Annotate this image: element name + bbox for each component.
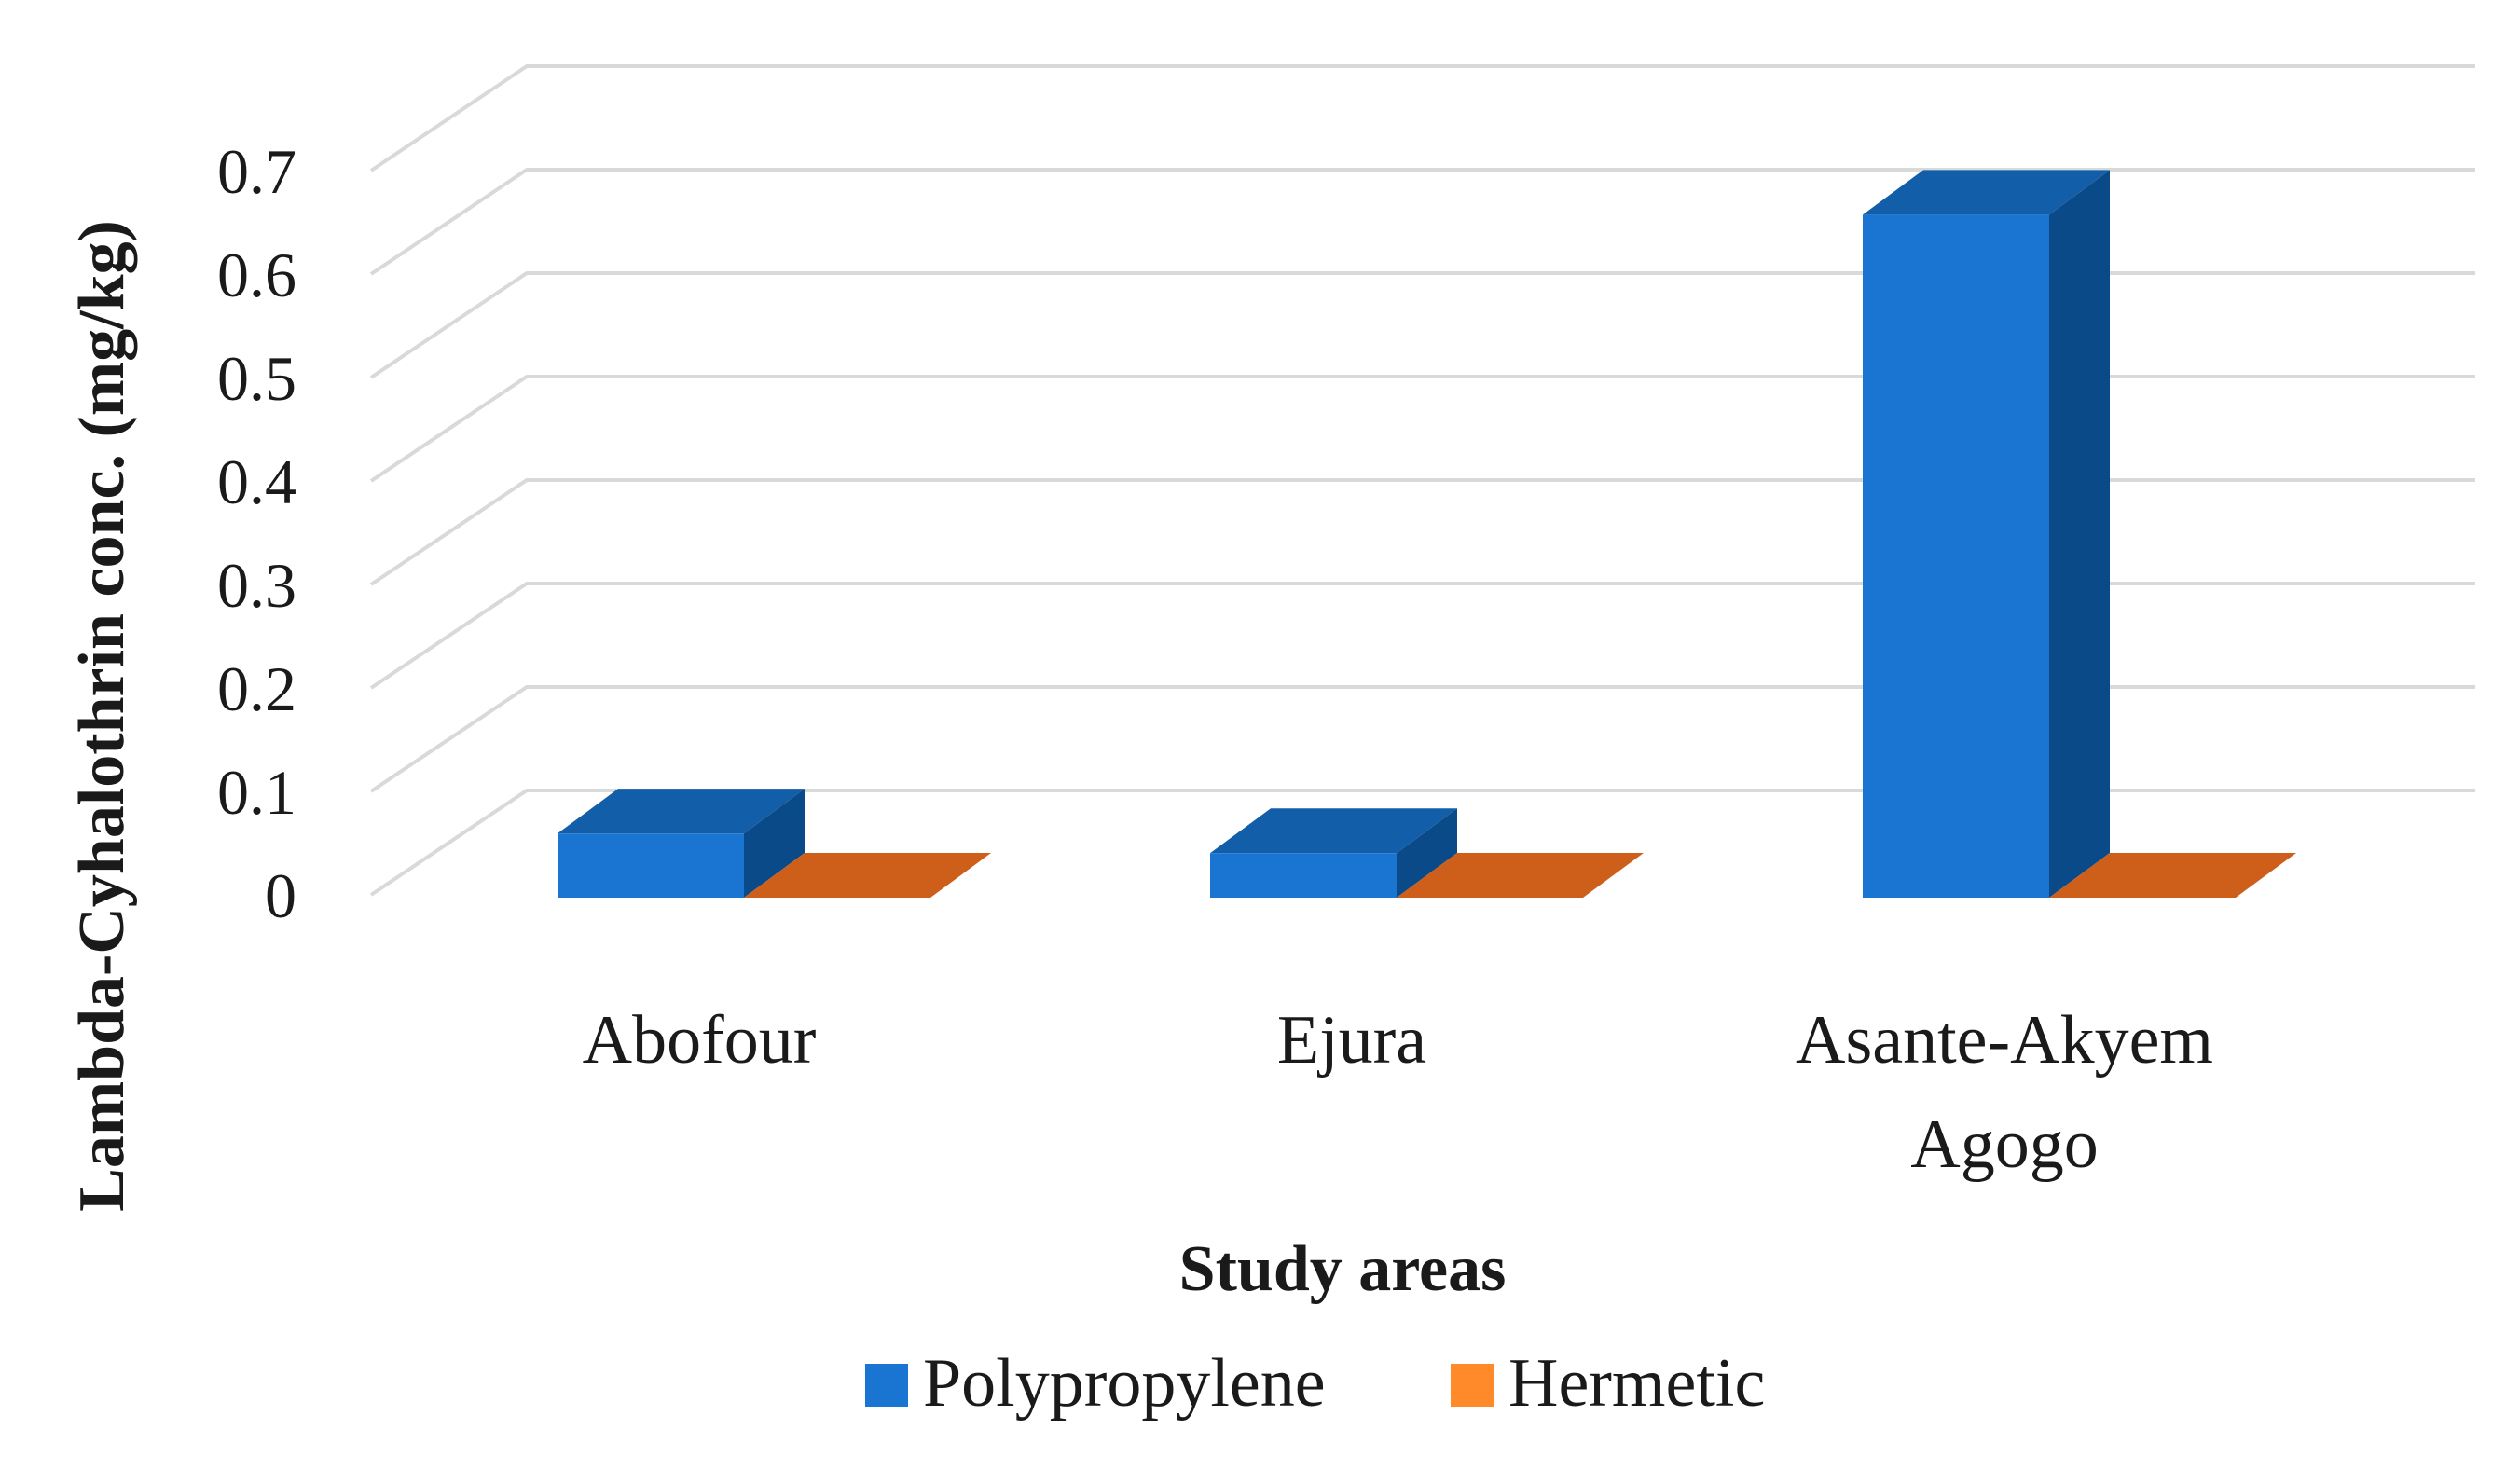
bar-polypropylene-2-side [2049, 170, 2110, 898]
y-axis-title: Lambda-Cyhalothrin conc. (mg/kg) [66, 220, 138, 1212]
gridline-1 [369, 685, 2475, 793]
gridline-6 [369, 168, 2475, 276]
legend-label-hermetic: Hermetic [1508, 1345, 1765, 1422]
legend-label-polypropylene: Polypropylene [923, 1345, 1326, 1422]
x-axis-title: Study areas [1179, 1233, 1507, 1305]
bar-polypropylene-0-side [744, 789, 805, 898]
y-tick-label-1: 0.1 [217, 757, 296, 828]
y-tick-label-0: 0 [265, 860, 296, 931]
category-label-2-1: Agogo [1910, 1106, 2098, 1183]
bar-polypropylene-0-front [558, 833, 744, 898]
y-tick-labels: 0 0.1 0.2 0.3 0.4 0.5 0.6 0.7 [217, 136, 296, 931]
bar-polypropylene-1-front [1210, 853, 1397, 898]
gridline-0 [369, 789, 2475, 897]
bar-hermetic-2-top [2049, 853, 2296, 898]
y-tick-label-6: 0.6 [217, 240, 296, 310]
bar-hermetic-1 [1397, 853, 1644, 898]
bars [558, 170, 2296, 898]
bar-polypropylene-1-side [1397, 808, 1457, 898]
y-tick-label-7: 0.7 [217, 136, 296, 207]
gridline-5 [369, 271, 2475, 379]
bar-hermetic-1-top [1397, 853, 1644, 898]
gridline-3 [369, 478, 2475, 586]
category-label-1-0: Ejura [1277, 1002, 1426, 1078]
gridline-2 [369, 582, 2475, 690]
gridline-4 [369, 375, 2475, 483]
bar-hermetic-0 [744, 853, 991, 898]
legend: Polypropylene Hermetic [865, 1345, 1765, 1422]
y-tick-label-3: 0.3 [217, 550, 296, 621]
legend-swatch-hermetic [1451, 1364, 1494, 1407]
bar-hermetic-2 [2049, 853, 2296, 898]
bar-polypropylene-0 [558, 789, 805, 898]
category-label-2-0: Asante-Akyem [1796, 1002, 2213, 1078]
bar-polypropylene-2 [1863, 170, 2110, 898]
y-tick-label-5: 0.5 [217, 343, 296, 414]
gridlines [369, 64, 2475, 897]
gridline-7 [369, 64, 2475, 172]
y-tick-label-4: 0.4 [217, 446, 296, 517]
legend-swatch-polypropylene [865, 1364, 908, 1407]
category-labels: Abofour Ejura Asante-Akyem Agogo [583, 1002, 2213, 1183]
bar-polypropylene-2-top [1863, 170, 2110, 215]
category-label-0-0: Abofour [583, 1002, 817, 1078]
bar-polypropylene-1 [1210, 808, 1457, 898]
bar-hermetic-0-top [744, 853, 991, 898]
bar-polypropylene-0-top [558, 789, 805, 834]
bar-polypropylene-1-top [1210, 808, 1457, 854]
y-tick-label-2: 0.2 [217, 653, 296, 724]
bar-polypropylene-2-front [1863, 214, 2049, 898]
